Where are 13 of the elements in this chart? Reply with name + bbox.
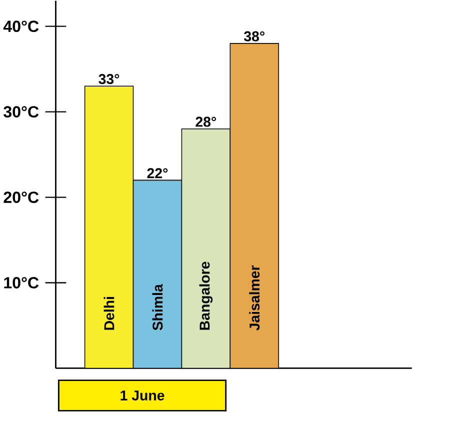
x-tick-label: Bangalore xyxy=(199,262,213,330)
data-label: 22° xyxy=(147,168,168,178)
data-label: 33° xyxy=(98,74,120,84)
x-tick-label: Jaisalmer xyxy=(249,265,260,331)
y-tick-label: 30°C xyxy=(4,106,39,118)
data-label: 28° xyxy=(196,116,216,127)
y-tick-label: 20°C xyxy=(4,192,39,204)
y-tick-label: 10°C xyxy=(4,277,39,289)
data-label: 38° xyxy=(244,31,264,42)
x-tick-label: Shimla xyxy=(152,284,163,330)
x-axis-title: 1 June xyxy=(120,390,164,401)
y-tick-label: 40°C xyxy=(3,20,39,32)
x-tick-label: Delhi xyxy=(104,297,114,330)
